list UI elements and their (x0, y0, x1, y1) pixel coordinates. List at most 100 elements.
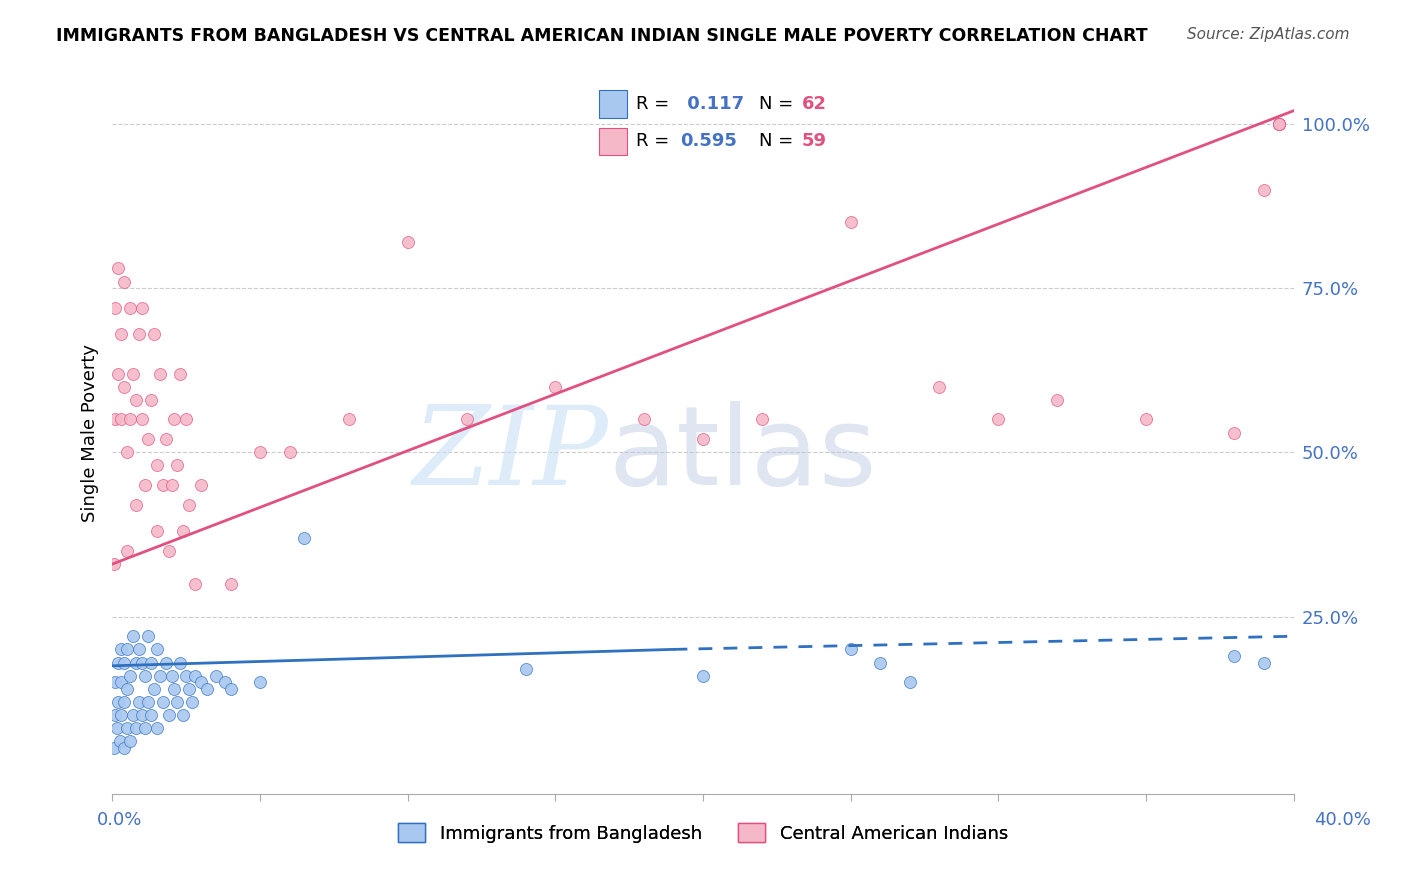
Point (112, 275, 135, 289)
Point (104, 301, 127, 315)
Point (169, 367, 191, 381)
Point (131, 301, 153, 315)
Text: 0.117: 0.117 (681, 95, 744, 113)
Point (249, 675, 271, 690)
Point (112, 656, 135, 670)
Point (1253, 656, 1275, 670)
Point (157, 708, 180, 723)
Point (160, 478, 183, 492)
Point (107, 261, 129, 276)
Point (120, 668, 142, 682)
Point (146, 524, 169, 538)
Text: N =: N = (759, 132, 799, 150)
Point (110, 675, 132, 690)
Point (1046, 392, 1069, 407)
Point (869, 656, 891, 670)
Point (110, 327, 132, 342)
Point (179, 498, 201, 512)
Text: IMMIGRANTS FROM BANGLADESH VS CENTRAL AMERICAN INDIAN SINGLE MALE POVERTY CORREL: IMMIGRANTS FROM BANGLADESH VS CENTRAL AM… (56, 27, 1147, 45)
Point (214, 675, 236, 690)
Point (456, 412, 478, 426)
Point (117, 721, 138, 735)
Text: R =: R = (636, 95, 675, 113)
Point (117, 681, 138, 696)
Point (174, 668, 197, 682)
Point (112, 379, 135, 393)
Point (152, 478, 174, 492)
Point (149, 367, 172, 381)
FancyBboxPatch shape (599, 90, 627, 118)
Point (131, 656, 153, 670)
Point (160, 668, 183, 682)
Point (278, 445, 301, 459)
Text: 62: 62 (801, 95, 827, 113)
Point (172, 524, 194, 538)
FancyBboxPatch shape (599, 128, 627, 155)
Point (396, 235, 419, 249)
Text: R =: R = (636, 132, 675, 150)
Point (103, 740, 125, 755)
Point (195, 681, 218, 696)
Point (1223, 648, 1246, 663)
Point (120, 301, 142, 315)
Point (128, 642, 150, 657)
Point (163, 681, 186, 696)
Point (219, 576, 242, 591)
Point (166, 695, 188, 709)
Point (134, 721, 156, 735)
Point (249, 445, 271, 459)
Point (120, 412, 142, 426)
Point (692, 432, 714, 446)
Point (117, 445, 138, 459)
Point (134, 478, 156, 492)
Point (125, 721, 148, 735)
Point (1268, 117, 1291, 131)
Text: 40.0%: 40.0% (1315, 811, 1371, 829)
Point (179, 681, 201, 696)
Point (166, 458, 188, 473)
Point (139, 392, 162, 407)
Point (205, 668, 228, 682)
Point (184, 668, 207, 682)
Point (751, 412, 773, 426)
Point (146, 721, 169, 735)
Point (544, 379, 567, 393)
Point (1253, 183, 1275, 197)
Point (292, 531, 315, 545)
Point (1268, 117, 1291, 131)
Point (1268, 117, 1291, 131)
Point (128, 695, 150, 709)
Point (152, 695, 174, 709)
Point (105, 721, 128, 735)
Point (928, 379, 950, 393)
Point (181, 695, 204, 709)
Text: N =: N = (759, 95, 799, 113)
Point (117, 544, 138, 558)
Point (155, 656, 177, 670)
Point (633, 412, 655, 426)
Point (128, 327, 150, 342)
Point (174, 412, 197, 426)
Point (1223, 425, 1246, 440)
Point (146, 458, 169, 473)
Point (139, 656, 162, 670)
Point (839, 215, 862, 229)
Point (110, 412, 132, 426)
Point (190, 675, 212, 690)
Point (107, 695, 129, 709)
Point (131, 412, 153, 426)
Point (692, 668, 714, 682)
Point (104, 675, 127, 690)
Point (219, 681, 242, 696)
Point (155, 432, 177, 446)
Point (172, 708, 194, 723)
Point (117, 642, 138, 657)
Point (112, 740, 135, 755)
Point (169, 656, 191, 670)
Point (987, 412, 1010, 426)
Point (839, 642, 862, 657)
Point (104, 708, 127, 723)
Text: ZIP: ZIP (412, 401, 609, 508)
Y-axis label: Single Male Poverty: Single Male Poverty (80, 343, 98, 522)
Point (110, 708, 132, 723)
